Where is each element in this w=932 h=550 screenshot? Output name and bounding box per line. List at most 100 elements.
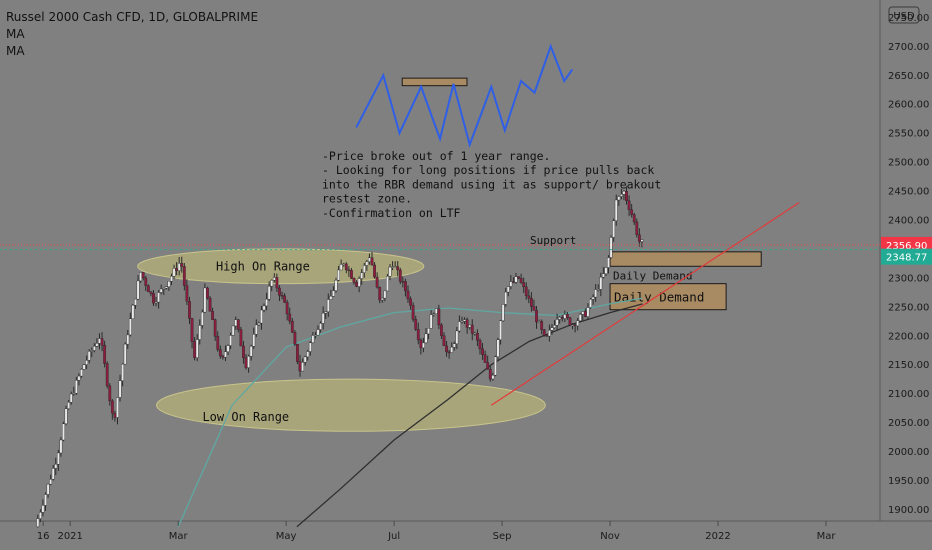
candle-body xyxy=(293,332,297,345)
range-zone-ellipse xyxy=(156,378,546,432)
candle-body xyxy=(547,330,551,337)
candle-body xyxy=(640,239,644,242)
candle-body xyxy=(141,272,145,279)
candle-body xyxy=(383,290,387,299)
price-tick-label: 2050.00 xyxy=(888,418,929,429)
candle-body xyxy=(193,341,197,358)
time-axis[interactable]: 16 2021 Mar May Jul Sep Nov 2022 Mar xyxy=(37,521,837,542)
time-tick-label: Jul xyxy=(387,531,400,542)
candle-body xyxy=(38,512,42,519)
annotation-line: - Looking for long positions if price pu… xyxy=(322,163,654,177)
candle-body xyxy=(491,375,495,380)
candle-body xyxy=(517,276,520,279)
candle-body xyxy=(599,276,603,290)
candle-body xyxy=(604,267,608,274)
candle-body xyxy=(576,320,580,327)
price-tick-label: 2500.00 xyxy=(888,158,929,169)
projection-zigzag xyxy=(355,43,574,148)
annotation-line: -Confirmation on LTF xyxy=(322,206,461,220)
price-axis[interactable]: 1900.00 1950.00 2000.00 2050.00 2100.00 2150.… xyxy=(881,13,932,516)
time-tick-label: 16 xyxy=(37,531,50,542)
candle-body xyxy=(108,385,112,402)
candle-body xyxy=(249,346,253,357)
time-tick-label: Sep xyxy=(493,531,512,542)
candle-body xyxy=(545,334,549,337)
candle-body xyxy=(481,348,484,355)
candle-body xyxy=(175,268,179,271)
candle-body xyxy=(69,393,73,403)
annotation-line: into the RBR demand using it as support/… xyxy=(322,177,661,191)
candle-body xyxy=(278,287,281,296)
candle-body xyxy=(522,282,526,288)
candle-body xyxy=(445,345,448,353)
candle-body xyxy=(36,518,40,527)
candle-body xyxy=(476,332,479,341)
candle-body xyxy=(324,311,328,314)
candle-body xyxy=(152,293,155,304)
candle-body xyxy=(442,335,446,347)
candle-body xyxy=(468,324,472,328)
candle-body xyxy=(496,339,500,358)
price-tick-label: 2650.00 xyxy=(888,71,929,82)
demand-box-label: Daily Demand xyxy=(614,290,704,305)
indicator-label-ma[interactable]: MA xyxy=(6,44,25,58)
candle-body xyxy=(452,343,456,348)
candle-body xyxy=(622,191,626,195)
candle-body xyxy=(625,191,628,202)
candle-body xyxy=(357,278,361,287)
candle-body xyxy=(637,234,641,242)
candle-body xyxy=(82,364,86,370)
candle-body xyxy=(329,296,333,300)
price-tick-label: 1950.00 xyxy=(888,476,929,487)
candle-body xyxy=(550,327,554,331)
candle-body xyxy=(254,324,258,335)
candle-body xyxy=(586,307,590,317)
candle-body xyxy=(578,314,582,322)
candle-body xyxy=(180,263,184,267)
candle-body xyxy=(617,196,621,201)
candle-body xyxy=(514,276,518,283)
candle-body xyxy=(321,312,325,324)
demand-box xyxy=(609,251,762,267)
candle-body xyxy=(95,343,99,347)
candle-body xyxy=(375,276,379,288)
candle-body xyxy=(465,319,469,328)
indicator-label-ma[interactable]: MA xyxy=(6,27,25,41)
candle-body xyxy=(134,298,137,306)
candle-body xyxy=(537,321,541,323)
candle-body xyxy=(280,295,284,297)
candle-body xyxy=(458,321,461,332)
candle-body xyxy=(568,317,572,326)
candle-body xyxy=(614,199,618,221)
candle-body xyxy=(424,333,428,344)
candle-body xyxy=(128,318,132,336)
candle-body xyxy=(511,281,515,283)
candle-body xyxy=(146,285,150,293)
candle-body xyxy=(236,319,240,330)
candle-body xyxy=(139,272,143,282)
candle-body xyxy=(401,281,405,283)
candle-body xyxy=(411,305,415,320)
candle-body xyxy=(221,355,225,358)
candle-body xyxy=(121,363,125,381)
candle-body xyxy=(185,285,189,302)
candle-body xyxy=(612,220,616,238)
candle-body xyxy=(609,237,613,258)
candle-body xyxy=(589,299,592,308)
demand-box xyxy=(609,283,727,311)
candle-body xyxy=(224,351,227,358)
moving-average-line xyxy=(296,303,643,528)
candle-body xyxy=(365,261,369,266)
currency-badge[interactable] xyxy=(888,6,920,24)
candle-body xyxy=(504,291,508,305)
candle-body xyxy=(316,329,320,336)
candle-body xyxy=(509,281,513,287)
price-tick-label: 2250.00 xyxy=(888,302,929,313)
candle-body xyxy=(360,272,364,279)
price-tick-label: 2450.00 xyxy=(888,187,929,198)
candle-body xyxy=(62,423,65,441)
candle-body xyxy=(72,392,76,395)
candle-body xyxy=(44,494,47,506)
candle-body xyxy=(198,325,202,340)
